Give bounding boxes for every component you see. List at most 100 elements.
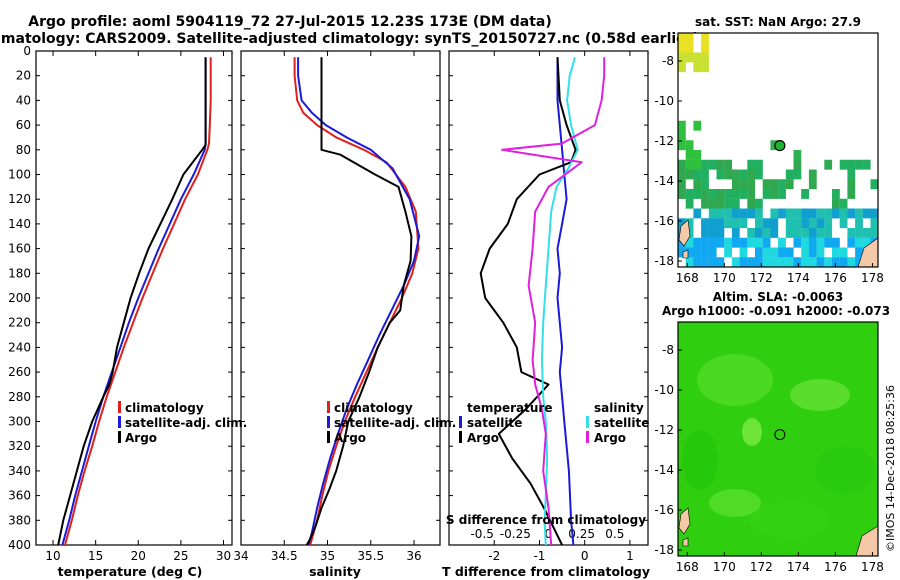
map-x-tick-label: 172 [750, 560, 773, 574]
sst-cell [832, 257, 840, 268]
sst-cell [816, 247, 825, 258]
sst-cell [847, 257, 856, 268]
depth-tick-label: 20 [16, 69, 31, 83]
x-tick-label: -1 [533, 549, 545, 563]
sst-cell [731, 179, 740, 190]
series-line-climatology [64, 57, 212, 546]
legend-label-satellite: satellite-adj. clim. [334, 416, 456, 430]
argo-position-marker [774, 140, 786, 152]
sst-cell [708, 189, 717, 199]
sst-cell [770, 218, 779, 229]
map-y-tick-label: -14 [654, 463, 674, 477]
x-tick-label: 0 [581, 549, 589, 563]
sst-cell [839, 218, 848, 229]
sst-cell [870, 218, 879, 229]
sst-cell [708, 198, 717, 209]
sst-cell [808, 247, 817, 258]
sst-cell [755, 198, 763, 209]
sst-cell [731, 189, 740, 199]
sst-cell [847, 228, 856, 238]
sst-cell [816, 237, 825, 248]
map-x-tick-label: 170 [713, 560, 736, 574]
depth-tick-label: 200 [8, 291, 31, 305]
map-x-tick-label: 176 [824, 271, 847, 285]
legend-swatch-t-satellite [459, 416, 462, 428]
sst-cell [824, 237, 833, 248]
temperature-panel: 0 20 40 60 80 100 120 140 160 180 200 220 240 260 280 3… [8, 44, 247, 579]
sst-cell [855, 218, 863, 229]
sst-cell [701, 159, 709, 170]
sst-cell [862, 208, 871, 219]
sst-cell [678, 33, 686, 43]
sla-anomaly-patch [697, 354, 773, 406]
sst-cell [716, 198, 725, 209]
sst-cell [762, 179, 771, 190]
map-y-tick-label: -10 [654, 94, 674, 108]
map-x-tick-label: 168 [676, 271, 699, 285]
sla-anomaly-patch [815, 446, 875, 494]
sst-cell [862, 228, 871, 238]
sla-map-frame [677, 321, 879, 557]
sst-cell [785, 257, 794, 268]
sst-cell [747, 208, 756, 219]
difference-frame [448, 50, 649, 546]
depth-tick-label: 400 [8, 538, 31, 552]
sst-cell [770, 228, 779, 238]
island-shape [682, 537, 689, 547]
sst-cell [708, 208, 717, 219]
sst-cell [739, 237, 748, 248]
sst-cell [678, 120, 686, 131]
s-tick-label: -0.25 [500, 527, 531, 541]
legend-swatch-satellite [327, 416, 330, 428]
sst-cell [685, 218, 694, 229]
sst-cell [685, 169, 694, 180]
sst-cell [778, 208, 786, 219]
sst-cell [739, 208, 748, 219]
x-tick-label: 20 [131, 549, 146, 563]
sla-map-panel: Altim. SLA: -0.0063 Argo h1000: -0.091 h… [654, 290, 890, 574]
salinity-series [293, 57, 421, 546]
sst-cell [785, 208, 794, 219]
sst-cell [870, 208, 879, 219]
x-tick-label: 35.5 [357, 549, 384, 563]
sst-cell [701, 42, 709, 53]
sst-cell [739, 257, 748, 268]
sst-cell [701, 33, 709, 43]
x-tick-label: 35 [320, 549, 335, 563]
sst-cell [693, 189, 702, 199]
depth-tick-label: 180 [8, 266, 31, 280]
map-x-tick-label: 178 [861, 560, 884, 574]
sst-cell [793, 228, 802, 238]
sst-cell [862, 237, 871, 248]
s-tick-label: 0.25 [568, 527, 595, 541]
sst-cell [678, 62, 686, 73]
sst-cell [724, 237, 732, 248]
legend-swatch-satellite [118, 416, 121, 428]
sst-cell [716, 237, 725, 248]
sst-cell [701, 179, 709, 190]
sst-cell [678, 169, 686, 180]
legend-label-climatology: climatology [334, 401, 413, 415]
sst-cell [855, 208, 863, 219]
sst-cell [724, 169, 732, 180]
legend-label-argo: Argo [125, 431, 157, 445]
difference-t-axis: -2 -1 0 1 [449, 50, 648, 563]
series-line-t-satellite [556, 57, 575, 546]
sst-cell [801, 208, 809, 219]
s-tick-label: 0.5 [605, 527, 624, 541]
sst-cell [808, 208, 817, 219]
salinity-x-label: salinity [309, 564, 361, 579]
sst-cell [793, 208, 802, 219]
legend-label-climatology: climatology [125, 401, 204, 415]
sst-cell [685, 52, 694, 63]
sst-cell [862, 159, 871, 170]
legend-swatch-argo [327, 431, 330, 443]
sst-map-panel: sat. SST: NaN Argo: 27.9 168 170 172 174 176… [654, 15, 884, 285]
sst-cell [708, 257, 717, 268]
sst-cell [839, 247, 848, 258]
sst-cell [755, 237, 763, 248]
sst-cell [724, 189, 732, 199]
difference-legend-salinity: salinity satellite Argo [586, 401, 649, 445]
series-line-t-argo [479, 57, 577, 546]
sst-cell [685, 159, 694, 170]
